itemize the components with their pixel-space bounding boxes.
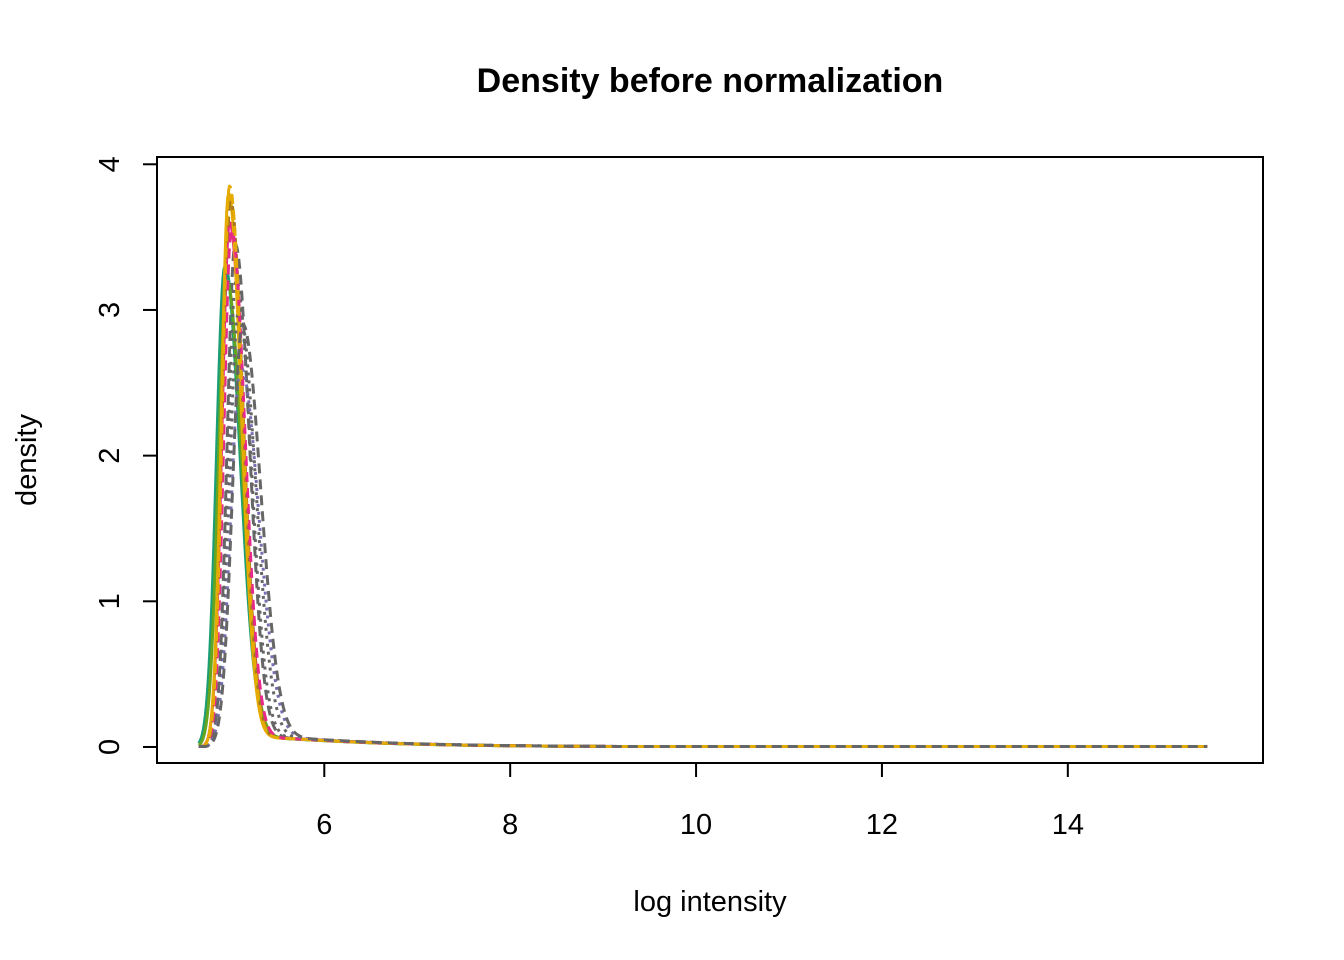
y-axis: 0 1 2 3 4 — [94, 156, 158, 755]
density-series-10 — [198, 366, 1208, 749]
x-axis: 6 8 10 12 14 — [316, 762, 1084, 841]
x-tick-label: 8 — [502, 809, 518, 841]
density-series-11 — [198, 184, 1208, 749]
y-tick-label: 1 — [94, 593, 126, 609]
density-series-1 — [198, 242, 1208, 749]
density-series-12 — [198, 323, 1208, 749]
density-series-5 — [198, 279, 1208, 749]
density-series-6 — [198, 191, 1208, 749]
density-series-8 — [198, 308, 1208, 749]
x-tick-label: 12 — [866, 809, 898, 841]
y-tick-label: 3 — [94, 302, 126, 318]
y-axis-label: density — [11, 414, 43, 506]
density-series-2 — [198, 221, 1208, 749]
density-series-4 — [197, 279, 1208, 749]
x-tick-label: 6 — [316, 809, 332, 841]
x-tick-label: 10 — [680, 809, 712, 841]
y-tick-label: 0 — [94, 739, 126, 755]
x-axis-label: log intensity — [633, 886, 787, 918]
y-tick-label: 2 — [94, 448, 126, 464]
series-layer — [197, 184, 1208, 749]
density-series-3 — [197, 264, 1208, 749]
y-tick-label: 4 — [94, 156, 126, 172]
density-series-9 — [198, 228, 1208, 749]
x-tick-label: 14 — [1052, 809, 1084, 841]
plot-frame — [156, 156, 1264, 764]
chart-title: Density before normalization — [477, 62, 944, 100]
density-series-7 — [198, 199, 1208, 749]
